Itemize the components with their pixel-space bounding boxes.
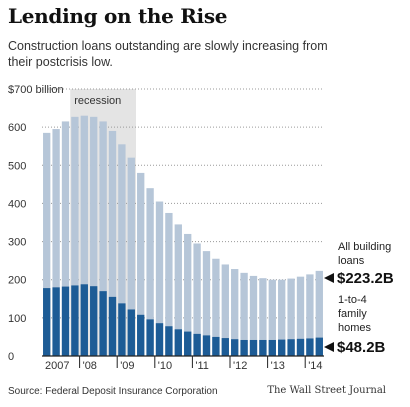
bar-1-to-4-family-homes (155, 323, 164, 356)
bar-all-building-loans (212, 258, 220, 356)
bar-all-building-loans (118, 144, 126, 356)
bar-1-to-4-family-homes (221, 338, 229, 356)
x-axis: 2007 '08 '09 '10 '11 '12 '13 '14 (42, 355, 324, 372)
bar-all-building-loans (108, 130, 117, 356)
y-tick-label: 200 (8, 275, 26, 287)
bar-all-building-loans (231, 269, 239, 356)
gridlines (42, 88, 324, 319)
bar-1-to-4-family-homes (127, 309, 135, 356)
x-tick-label: '12 (233, 360, 247, 372)
bar-1-to-4-family-homes (52, 287, 60, 356)
bar-all-building-loans (174, 224, 182, 356)
bar-1-to-4-family-homes (118, 303, 126, 356)
bar-all-building-loans (80, 115, 88, 356)
bar-1-to-4-family-homes (146, 319, 154, 356)
family-homes-label-line1: 1-to-4 (338, 294, 367, 306)
bar-all-building-loans (221, 264, 229, 356)
bar-1-to-4-family-homes (259, 339, 267, 356)
bar-1-to-4-family-homes (137, 314, 145, 356)
bar-all-building-loans (61, 121, 70, 357)
family-homes-value: $48.2B (337, 339, 386, 356)
bar-all-building-loans (43, 132, 51, 356)
y-tick-label: 500 (8, 160, 26, 172)
bar-all-building-loans (127, 157, 135, 356)
y-tick-label: 300 (8, 237, 26, 249)
x-tick-label: '13 (271, 360, 285, 372)
bar-all-building-loans (278, 279, 286, 356)
bar-1-to-4-family-homes (296, 338, 305, 356)
bar-1-to-4-family-homes (268, 339, 276, 356)
series-1-to-4-family-homes (43, 284, 323, 356)
bar-1-to-4-family-homes (306, 338, 314, 356)
all-loans-label-line2: loans (338, 255, 365, 267)
all-loans-value: $223.2B (337, 270, 394, 287)
chart-subtitle: Construction loans outstanding are slowl… (8, 39, 328, 69)
series-all-building-loans (43, 115, 323, 357)
bar-1-to-4-family-homes (278, 339, 286, 356)
bar-all-building-loans (184, 233, 192, 356)
chart-title: Lending on the Rise (8, 4, 228, 28)
y-tick-label: $700 billion (8, 84, 64, 96)
bar-1-to-4-family-homes (80, 284, 88, 356)
bar-all-building-loans (193, 243, 201, 356)
bar-1-to-4-family-homes (315, 337, 323, 356)
x-tick-label: '11 (195, 360, 209, 372)
bar-all-building-loans (306, 274, 314, 356)
bar-1-to-4-family-homes (108, 296, 117, 356)
bar-all-building-loans (155, 201, 164, 356)
bar-1-to-4-family-homes (193, 333, 201, 356)
bar-1-to-4-family-homes (231, 339, 239, 356)
bar-all-building-loans (287, 278, 295, 356)
bar-1-to-4-family-homes (287, 339, 295, 356)
bar-1-to-4-family-homes (240, 339, 248, 356)
bar-all-building-loans (52, 129, 60, 356)
bar-1-to-4-family-homes (90, 286, 98, 356)
publisher-credit: The Wall Street Journal (267, 385, 386, 396)
y-tick-label: 400 (8, 198, 26, 210)
x-tick-label: 2007 (45, 360, 69, 372)
y-tick-label: 600 (8, 122, 26, 134)
y-tick-label: 0 (8, 351, 14, 363)
bar-all-building-loans (259, 278, 267, 356)
bar-1-to-4-family-homes (43, 288, 51, 356)
y-axis: 0 100 200 300 400 500 600 $700 billion (8, 84, 64, 363)
bar-all-building-loans (296, 276, 305, 356)
x-tick-label: '14 (308, 360, 322, 372)
bar-all-building-loans (137, 172, 145, 356)
bar-all-building-loans (240, 272, 248, 356)
recession-label: recession (74, 95, 121, 107)
x-tick-label: '10 (158, 360, 172, 372)
family-homes-label-line2: family (338, 308, 367, 320)
source-note: Source: Federal Deposit Insurance Corpor… (8, 386, 218, 397)
bar-all-building-loans (268, 279, 276, 356)
bar-1-to-4-family-homes (165, 326, 173, 356)
bar-all-building-loans (249, 275, 258, 356)
bar-1-to-4-family-homes (249, 339, 258, 356)
bar-1-to-4-family-homes (61, 286, 70, 356)
all-loans-pointer-icon (324, 273, 334, 283)
y-tick-label: 100 (8, 313, 26, 325)
all-loans-label-line1: All building (338, 241, 391, 253)
bar-1-to-4-family-homes (99, 291, 107, 356)
bar-1-to-4-family-homes (212, 336, 220, 356)
bar-1-to-4-family-homes (202, 335, 211, 356)
x-tick-label: '09 (120, 360, 134, 372)
bar-all-building-loans (165, 212, 173, 356)
bar-1-to-4-family-homes (174, 329, 182, 356)
family-homes-pointer-icon (324, 342, 334, 352)
x-tick-label: '08 (83, 360, 97, 372)
bar-all-building-loans (71, 116, 79, 356)
bar-1-to-4-family-homes (71, 285, 79, 356)
bar-all-building-loans (146, 188, 154, 356)
bar-all-building-loans (90, 116, 98, 356)
bar-all-building-loans (99, 121, 107, 357)
bar-all-building-loans (315, 270, 323, 356)
bar-1-to-4-family-homes (184, 331, 192, 356)
family-homes-label-line3: homes (338, 322, 372, 334)
bar-all-building-loans (202, 251, 211, 356)
